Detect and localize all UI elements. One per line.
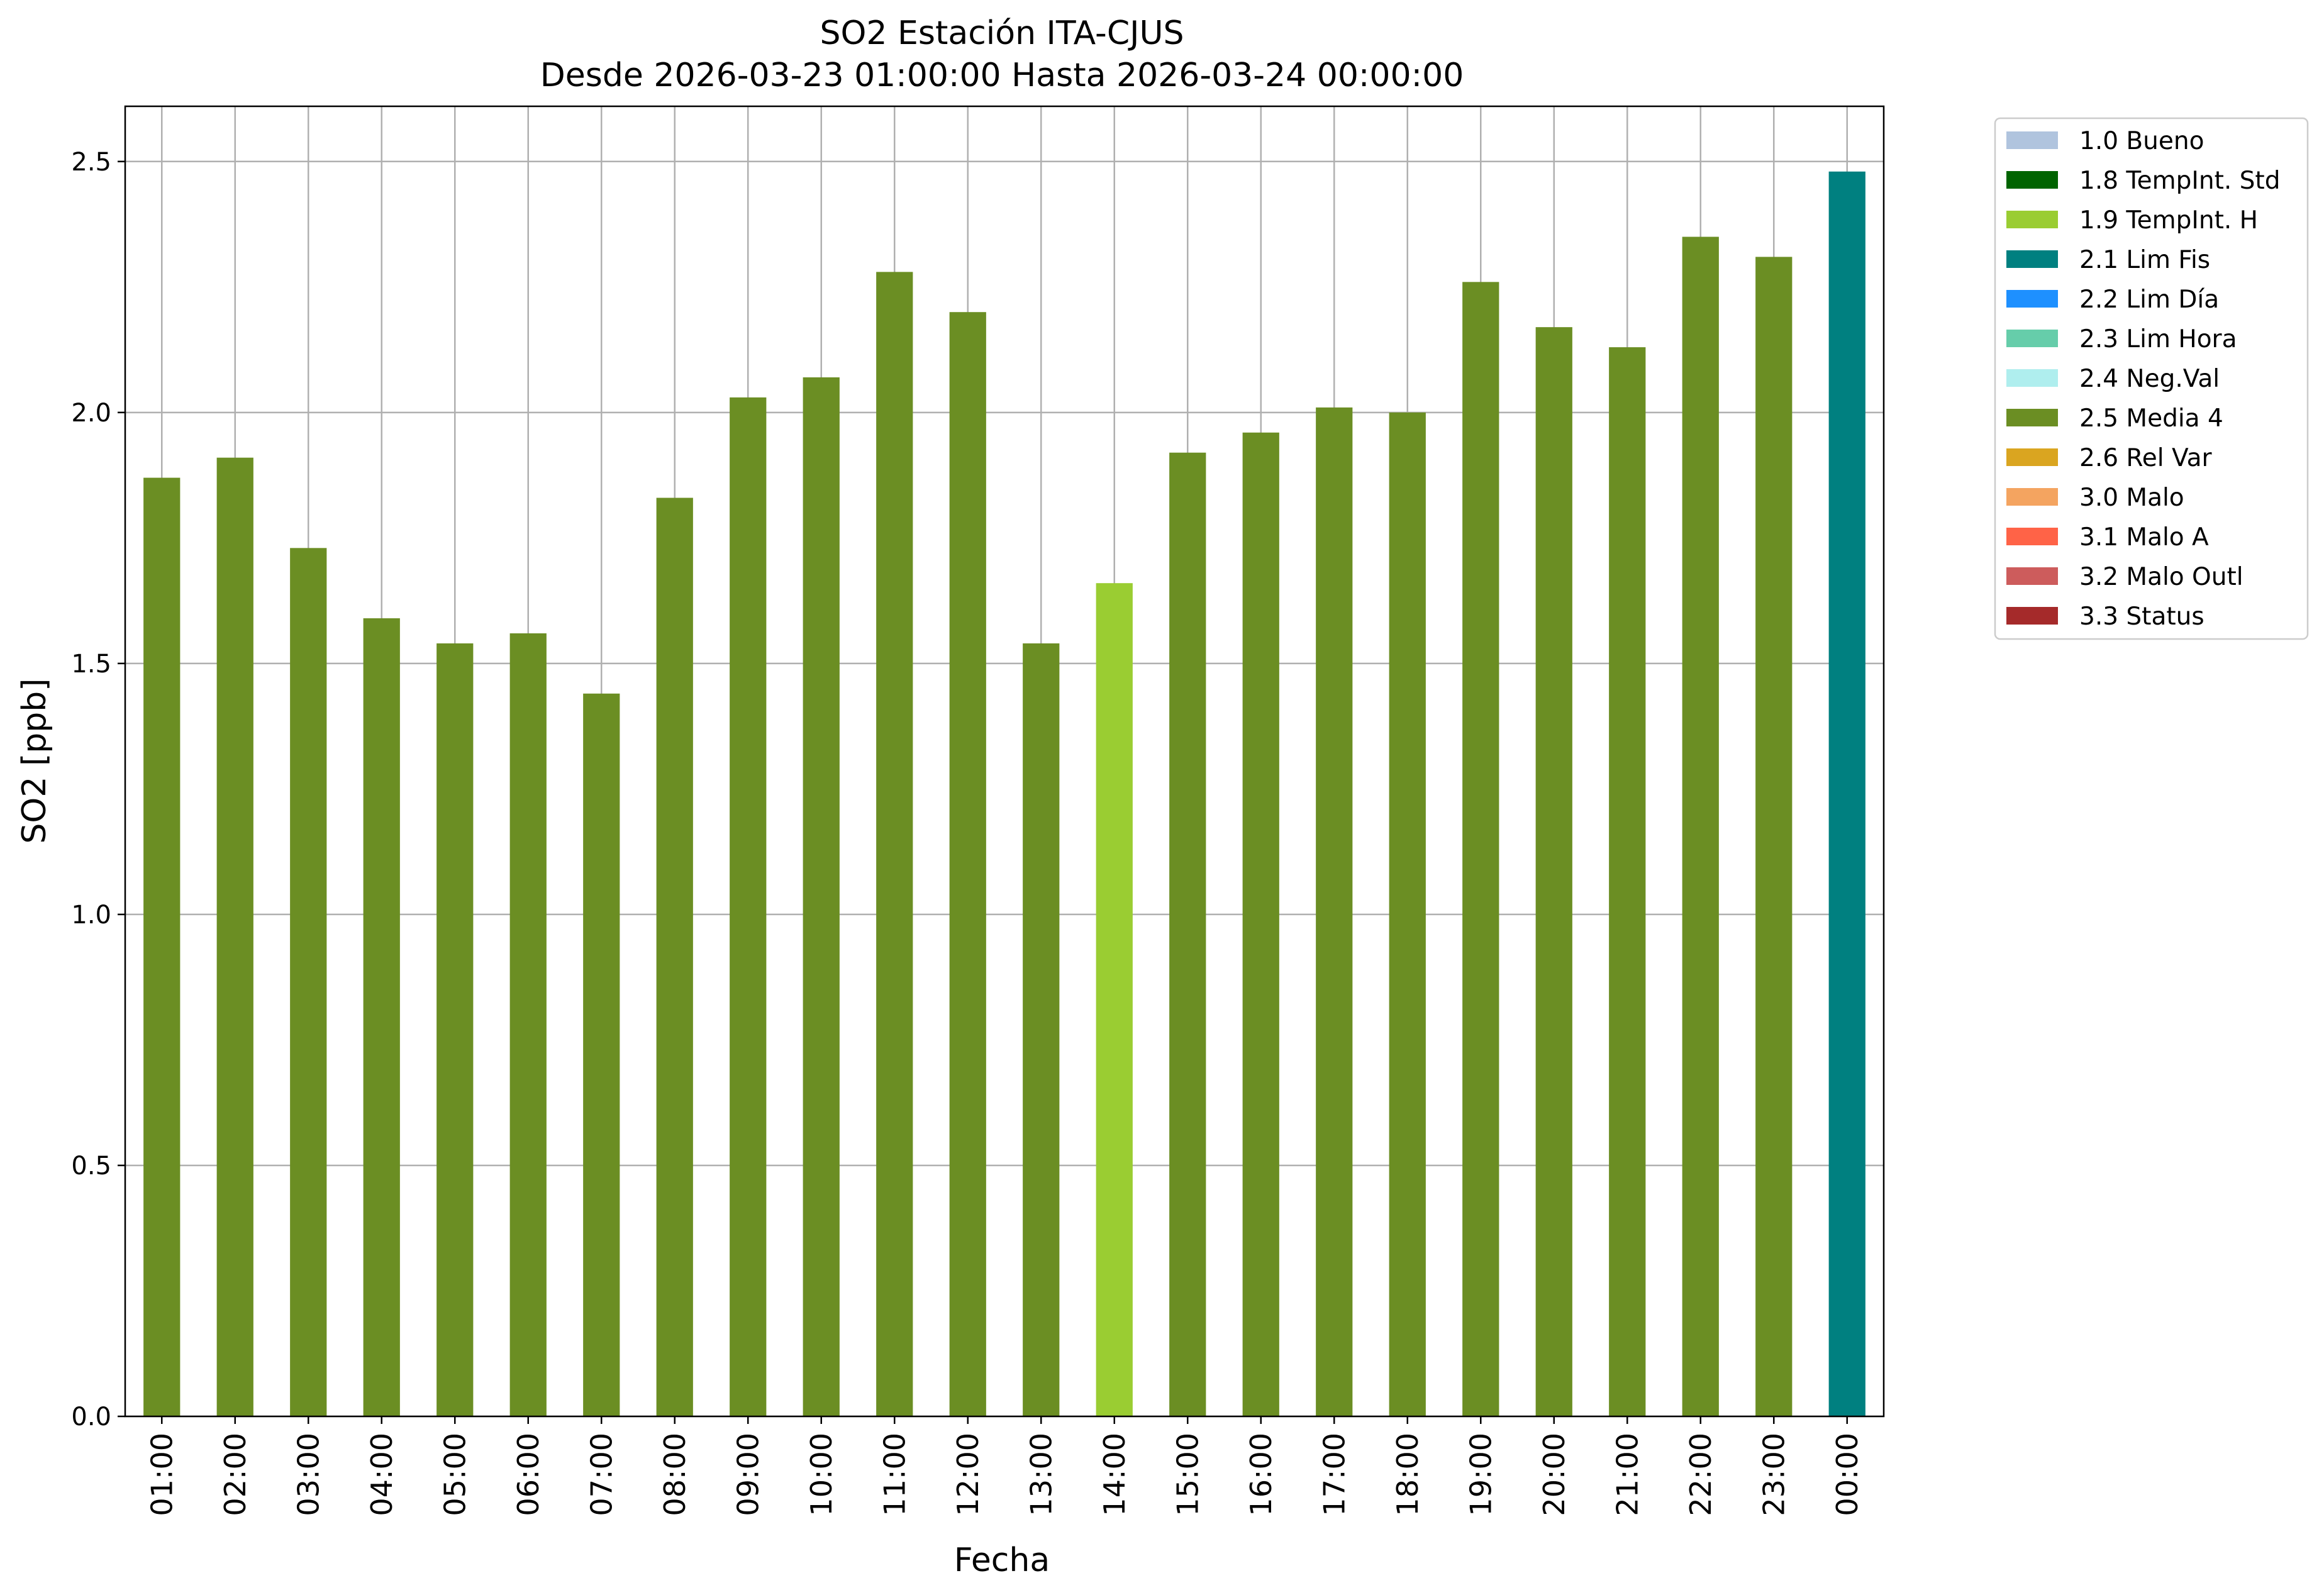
x-tick-label: 03:00	[291, 1433, 325, 1516]
x-axis-label: Fecha	[954, 1542, 1050, 1579]
y-tick-label: 1.0	[71, 901, 111, 930]
bar-0100	[143, 477, 181, 1416]
bar-1400	[1096, 583, 1133, 1416]
x-tick-label: 08:00	[658, 1433, 692, 1516]
bar-0700	[583, 693, 620, 1416]
legend-swatch	[2006, 330, 2058, 347]
x-tick-label: 17:00	[1317, 1433, 1351, 1516]
bar-1700	[1316, 407, 1353, 1416]
legend-label: 2.6 Rel Var	[2079, 444, 2213, 472]
bar-1200	[949, 312, 986, 1416]
legend-label: 1.8 TempInt. Std	[2079, 167, 2280, 195]
x-tick-label: 00:00	[1830, 1433, 1864, 1516]
x-tick-label: 12:00	[951, 1433, 985, 1516]
legend-frame	[1994, 117, 2309, 640]
legend-label: 3.2 Malo Outl	[2079, 563, 2243, 591]
bar-1100	[876, 272, 913, 1417]
bar-2100	[1609, 347, 1646, 1416]
chart-title: SO2 Estación ITA-CJUS	[820, 14, 1184, 52]
x-tick-label: 23:00	[1757, 1433, 1791, 1516]
y-tick-label: 1.5	[71, 650, 111, 679]
x-tick-label: 01:00	[145, 1433, 179, 1516]
legend-label: 3.1 Malo A	[2079, 523, 2209, 552]
chart-subtitle: Desde 2026-03-23 01:00:00 Hasta 2026-03-…	[540, 57, 1464, 94]
y-axis: 0.0 0.5 1.0 1.5 2.0 2.5	[71, 148, 125, 1431]
bar-0200	[216, 457, 253, 1417]
legend-label: 1.0 Bueno	[2079, 127, 2204, 155]
bar-1000	[803, 377, 840, 1416]
x-tick-label: 02:00	[218, 1433, 252, 1516]
x-tick-label: 18:00	[1391, 1433, 1425, 1516]
legend-swatch	[2006, 171, 2058, 189]
x-tick-label: 11:00	[877, 1433, 911, 1516]
bar-0900	[730, 397, 767, 1416]
x-tick-label: 13:00	[1024, 1433, 1058, 1516]
x-tick-label: 16:00	[1244, 1433, 1278, 1516]
y-tick-label: 0.0	[71, 1403, 111, 1431]
bar-0600	[509, 633, 547, 1416]
x-tick-label: 07:00	[584, 1433, 618, 1516]
bar-0000	[1828, 171, 1865, 1416]
bar-0400	[363, 618, 400, 1417]
legend-swatch	[2006, 567, 2058, 585]
x-tick-label: 21:00	[1610, 1433, 1644, 1516]
legend-label: 3.0 Malo	[2079, 484, 2184, 512]
bar-2200	[1682, 236, 1719, 1416]
legend-label: 2.2 Lim Día	[2079, 286, 2219, 314]
legend-swatch	[2006, 211, 2058, 228]
y-tick-label: 2.5	[71, 148, 111, 177]
legend-swatch	[2006, 131, 2058, 149]
legend-label: 3.3 Status	[2079, 603, 2204, 631]
legend-label: 1.9 TempInt. H	[2079, 206, 2258, 235]
legend-label: 2.3 Lim Hora	[2079, 325, 2237, 353]
bar-0500	[436, 643, 474, 1416]
legend-label: 2.5 Media 4	[2079, 404, 2223, 433]
legend-swatch	[2006, 488, 2058, 506]
x-tick-label: 22:00	[1684, 1433, 1718, 1516]
x-tick-label: 06:00	[511, 1433, 545, 1516]
bar-0800	[656, 497, 693, 1416]
bars	[143, 171, 1865, 1417]
x-tick-label: 04:00	[365, 1433, 399, 1516]
y-axis-label: SO2 [ppb]	[16, 678, 53, 843]
bar-2000	[1535, 327, 1572, 1416]
plot-frame	[124, 105, 1885, 1418]
bar-1900	[1462, 282, 1499, 1417]
bar-1500	[1169, 452, 1206, 1416]
legend-swatch	[2006, 369, 2058, 387]
legend-label: 2.4 Neg.Val	[2079, 365, 2220, 393]
legend-swatch	[2006, 409, 2058, 426]
legend-swatch	[2006, 250, 2058, 268]
legend-swatch	[2006, 607, 2058, 625]
bar-1300	[1023, 643, 1060, 1416]
x-axis: 01:00 02:00 03:00 04:00 05:00 06:00 07:00 08:00…	[145, 1416, 1864, 1516]
bar-1800	[1389, 412, 1426, 1416]
bar-2300	[1755, 257, 1793, 1416]
x-tick-label: 19:00	[1464, 1433, 1498, 1516]
legend-swatch	[2006, 290, 2058, 308]
x-tick-label: 14:00	[1098, 1433, 1131, 1516]
x-tick-label: 20:00	[1537, 1433, 1571, 1516]
bar-1600	[1242, 432, 1279, 1416]
legend-swatch	[2006, 528, 2058, 545]
x-tick-label: 09:00	[731, 1433, 765, 1516]
x-tick-label: 15:00	[1170, 1433, 1204, 1516]
legend: 1.0 Bueno 1.8 TempInt. Std 1.9 TempInt. H 2…	[1994, 117, 2309, 640]
legend-label: 2.1 Lim Fis	[2079, 246, 2210, 274]
x-tick-label: 05:00	[438, 1433, 472, 1516]
y-tick-label: 2.0	[71, 399, 111, 428]
bar-0300	[290, 548, 327, 1416]
y-tick-label: 0.5	[71, 1152, 111, 1181]
legend-swatch	[2006, 448, 2058, 466]
x-tick-label: 10:00	[804, 1433, 838, 1516]
